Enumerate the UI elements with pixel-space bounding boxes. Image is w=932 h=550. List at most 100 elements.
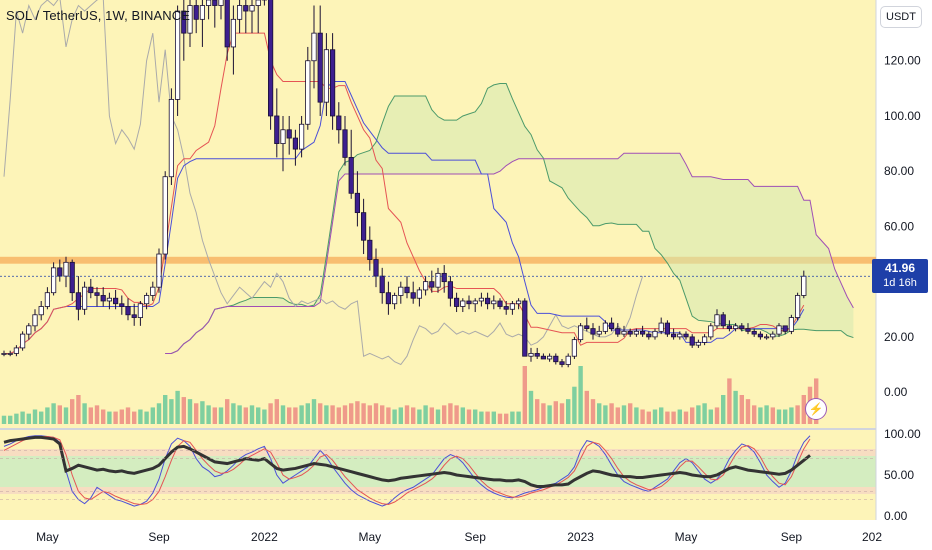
volume-bar (187, 399, 193, 424)
leading-span-a-line (165, 83, 854, 354)
volume-bar (169, 399, 174, 424)
time-axis-tick: May (36, 530, 59, 544)
candle-up (702, 336, 708, 343)
candle-up (218, 0, 224, 6)
lightning-bolt-icon[interactable]: ⚡ (805, 398, 827, 420)
candle-up (658, 322, 664, 332)
candle-up (416, 289, 423, 299)
candle-up (652, 330, 658, 338)
price-axis-tick: 80.00 (884, 164, 914, 178)
plot-layer (0, 0, 876, 507)
candle-up (13, 347, 19, 354)
candle-down (100, 295, 106, 302)
candle-down (379, 275, 385, 294)
candle-up (32, 314, 38, 327)
volume-bar (330, 405, 335, 424)
candle-down (664, 322, 671, 335)
candle-up (770, 333, 776, 338)
candle-down (534, 353, 540, 357)
candle-down (429, 281, 435, 288)
volume-bar (101, 409, 106, 424)
volume-bar (417, 409, 422, 424)
candle-down (292, 137, 299, 150)
volume-bar (528, 390, 534, 424)
volume-bar (299, 405, 304, 424)
volume-bar (429, 407, 434, 424)
volume-bar (708, 409, 713, 424)
candle-up (708, 325, 714, 338)
candle-down (739, 325, 745, 329)
candle-down (522, 300, 528, 357)
candle-up (236, 5, 243, 20)
volume-bar (380, 405, 385, 424)
volume-bar (640, 409, 645, 424)
volume-bar (758, 407, 763, 424)
volume-bar (113, 411, 118, 424)
volume-bar (721, 395, 726, 424)
volume-bar (70, 399, 75, 424)
volume-bar (690, 407, 695, 424)
volume-bar (194, 403, 199, 424)
candle-up (280, 129, 286, 144)
oscillator-axis-tick: 50.00 (884, 468, 914, 482)
candle-up (174, 10, 181, 100)
volume-bar (212, 407, 217, 424)
time-axis-tick: Sep (148, 530, 170, 544)
volume-bar (435, 409, 441, 424)
volume-bar (150, 407, 155, 424)
time-axis-tick: 202 (862, 530, 882, 544)
candle-down (286, 129, 292, 139)
volume-bar (175, 390, 180, 424)
candle-down (354, 192, 361, 214)
candle-down (360, 212, 367, 241)
volume-bar (516, 411, 521, 424)
volume-bar (702, 403, 707, 424)
candle-up (51, 267, 57, 294)
volume-bar (491, 411, 496, 424)
candle-down (317, 32, 323, 103)
volume-bar (138, 409, 143, 424)
candle-down (329, 49, 336, 117)
volume-bar (696, 405, 701, 424)
candle-down (484, 297, 491, 305)
candle-up (478, 297, 485, 302)
volume-bar (63, 407, 69, 424)
candle-down (671, 333, 677, 338)
volume-bar (324, 405, 329, 424)
candle-up (156, 253, 162, 288)
candle-down (503, 306, 509, 310)
volume-bar (727, 378, 732, 424)
volume-bar (547, 405, 552, 424)
volume-bar (132, 411, 137, 424)
volume-bar (373, 403, 379, 424)
volume-bar (336, 407, 341, 424)
candle-down (745, 328, 751, 332)
volume-bar (404, 405, 410, 424)
candle-up (509, 303, 516, 310)
volume-bar (225, 399, 230, 424)
candle-down (125, 306, 131, 316)
time-axis-tick: Sep (781, 530, 803, 544)
candle-up (528, 353, 534, 357)
volume-bar (745, 399, 751, 424)
currency-button[interactable]: USDT (880, 6, 922, 28)
volume-bar (454, 405, 459, 424)
volume-bar (45, 407, 50, 424)
candle-up (398, 286, 404, 296)
volume-bar (739, 395, 744, 424)
volume-bar (683, 411, 689, 424)
oscillator-axis-tick: 100.00 (884, 427, 921, 441)
volume-bar (609, 403, 614, 424)
time-axis-tick: Sep (465, 530, 487, 544)
volume-bar (94, 405, 100, 424)
candle-up (7, 353, 13, 355)
volume-bar (764, 405, 769, 424)
candle-up (596, 330, 602, 335)
candle-up (422, 281, 429, 291)
volume-bar (274, 399, 279, 424)
volume-bar (20, 411, 25, 424)
candle-up (788, 317, 795, 332)
volume-bar (392, 409, 397, 424)
candle-down (88, 286, 94, 294)
